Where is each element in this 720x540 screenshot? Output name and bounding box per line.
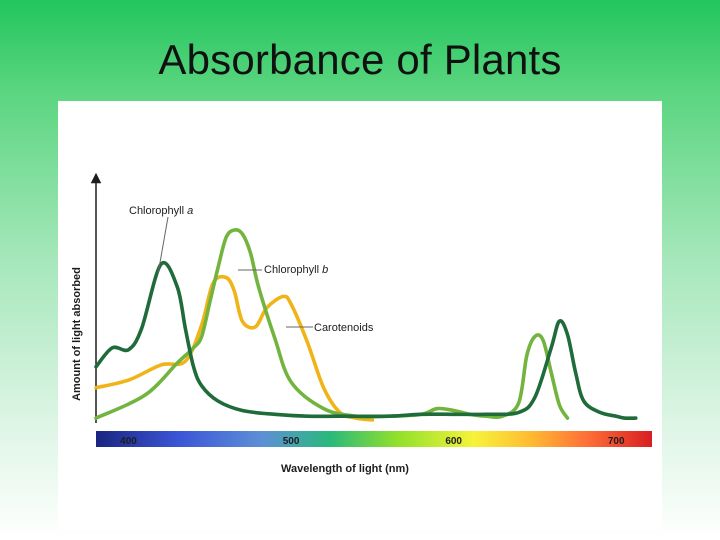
curves-layer — [94, 227, 638, 422]
slide-title: Absorbance of Plants — [158, 36, 562, 83]
x-tick-label: 700 — [608, 436, 625, 447]
axes-layer: 400 500 600 700 Wavelength of light (nm) Amou… — [71, 172, 652, 475]
visible-spectrum-bar — [96, 431, 652, 447]
label-leader-line — [157, 216, 169, 275]
chlorophyll-b-line — [94, 227, 570, 420]
chlorophyll-b-label: Chlorophyll b — [264, 264, 328, 276]
x-tick-label: 600 — [445, 436, 462, 447]
labels-layer: Chlorophyll a Chlorophyll b Carotenoids — [129, 205, 374, 334]
chart-panel — [58, 101, 662, 531]
x-axis-label: Wavelength of light (nm) — [281, 463, 409, 475]
chlorophyll-a-label: Chlorophyll a — [129, 205, 193, 217]
y-axis-label: Amount of light absorbed — [71, 267, 83, 401]
x-tick-label: 500 — [283, 436, 300, 447]
carotenoids-label: Carotenoids — [314, 322, 374, 334]
carotenoids-line — [94, 274, 375, 422]
x-tick-label: 400 — [120, 436, 137, 447]
chlorophyll-a-line — [94, 260, 638, 421]
